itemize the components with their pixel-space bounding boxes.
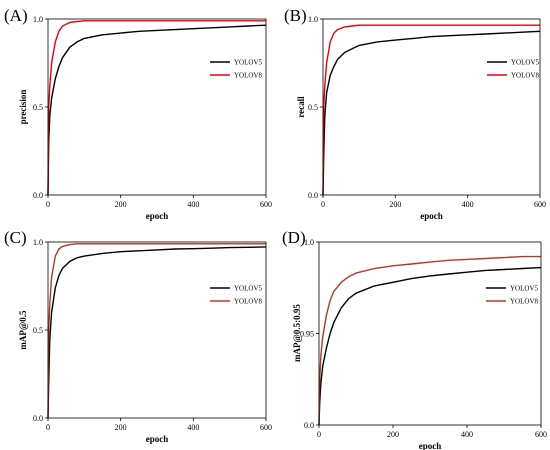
series-line: [322, 30, 541, 196]
series-line: [47, 20, 266, 196]
chart-panel: (D) 0 200 400 600 0.0 0.95 1.0 epoch mAP@0.5:0.95…: [282, 228, 547, 450]
y-tick-label: 0.5: [33, 103, 43, 112]
plot-frame: [47, 241, 267, 419]
x-tick-label: 200: [115, 200, 127, 209]
y-tick-label: 1.0: [308, 15, 318, 24]
y-axis-title: precision: [18, 90, 28, 125]
x-tick-label: 200: [389, 200, 401, 209]
x-tick-label: 400: [462, 200, 474, 209]
series-line: [47, 243, 266, 419]
y-tick-label: 0.0: [304, 421, 314, 430]
y-axis-title: mAP@0.5: [18, 310, 28, 350]
series-line: [318, 266, 542, 426]
x-tick-label: 600: [534, 200, 546, 209]
y-tick-label: 0.5: [33, 326, 43, 335]
x-tick-label: 600: [260, 423, 272, 432]
series-line: [322, 24, 540, 196]
x-axis-title: epoch: [419, 441, 442, 450]
x-axis-title: epoch: [146, 434, 169, 444]
y-tick-label: 0.0: [33, 414, 43, 423]
x-tick-label: 0: [321, 200, 325, 209]
legend-label: YOLOV5: [234, 285, 262, 293]
x-tick-label: 200: [115, 423, 127, 432]
legend-label: YOLOV5: [510, 285, 538, 293]
x-tick-label: 0: [46, 200, 50, 209]
y-tick-label: 0.5: [308, 103, 318, 112]
legend-label: YOLOV8: [511, 72, 539, 80]
x-tick-label: 400: [461, 430, 473, 439]
legend-label: YOLOV8: [234, 298, 262, 306]
plot-frame: [47, 18, 267, 196]
series-line: [47, 24, 267, 196]
x-axis-title: epoch: [146, 211, 169, 221]
x-tick-label: 400: [187, 200, 199, 209]
y-tick-label: 1.0: [33, 238, 43, 247]
series-line: [318, 255, 541, 426]
y-tick-label: 0.95: [300, 330, 314, 339]
x-tick-label: 600: [535, 430, 547, 439]
legend-label: YOLOV8: [510, 298, 538, 306]
y-tick-label: 1.0: [33, 15, 43, 24]
y-tick-label: 1.0: [304, 238, 314, 247]
series-line: [47, 246, 267, 419]
y-axis-title: recall: [296, 96, 306, 118]
x-tick-label: 0: [46, 423, 50, 432]
panel-label: (C): [4, 228, 27, 247]
legend-label: YOLOV8: [234, 72, 262, 80]
y-axis-title: mAP@0.5:0.95: [292, 304, 302, 362]
y-tick-label: 0.0: [33, 191, 43, 200]
panel-label: (D): [282, 228, 306, 247]
panel-label: (B): [284, 6, 307, 25]
x-tick-label: 0: [317, 430, 321, 439]
x-tick-label: 600: [260, 200, 272, 209]
panel-label: (A): [4, 6, 28, 25]
x-tick-label: 400: [187, 423, 199, 432]
plot-frame: [322, 18, 541, 196]
chart-panel: (A) 0 200 400 600 0.0 0.5 1.0 epoch precision YOLO…: [4, 6, 272, 221]
legend-label: YOLOV5: [511, 59, 539, 67]
legend-label: YOLOV5: [234, 59, 262, 67]
y-tick-label: 0.0: [308, 191, 318, 200]
x-axis-title: epoch: [420, 211, 443, 221]
chart-panel: (B) 0 200 400 600 0.0 0.5 1.0 epoch recall YOLOV5 Y…: [284, 6, 546, 221]
chart-panel: (C) 0 200 400 600 0.0 0.5 1.0 epoch mAP@0.5 YOLOV5…: [4, 228, 272, 444]
x-tick-label: 200: [387, 430, 399, 439]
